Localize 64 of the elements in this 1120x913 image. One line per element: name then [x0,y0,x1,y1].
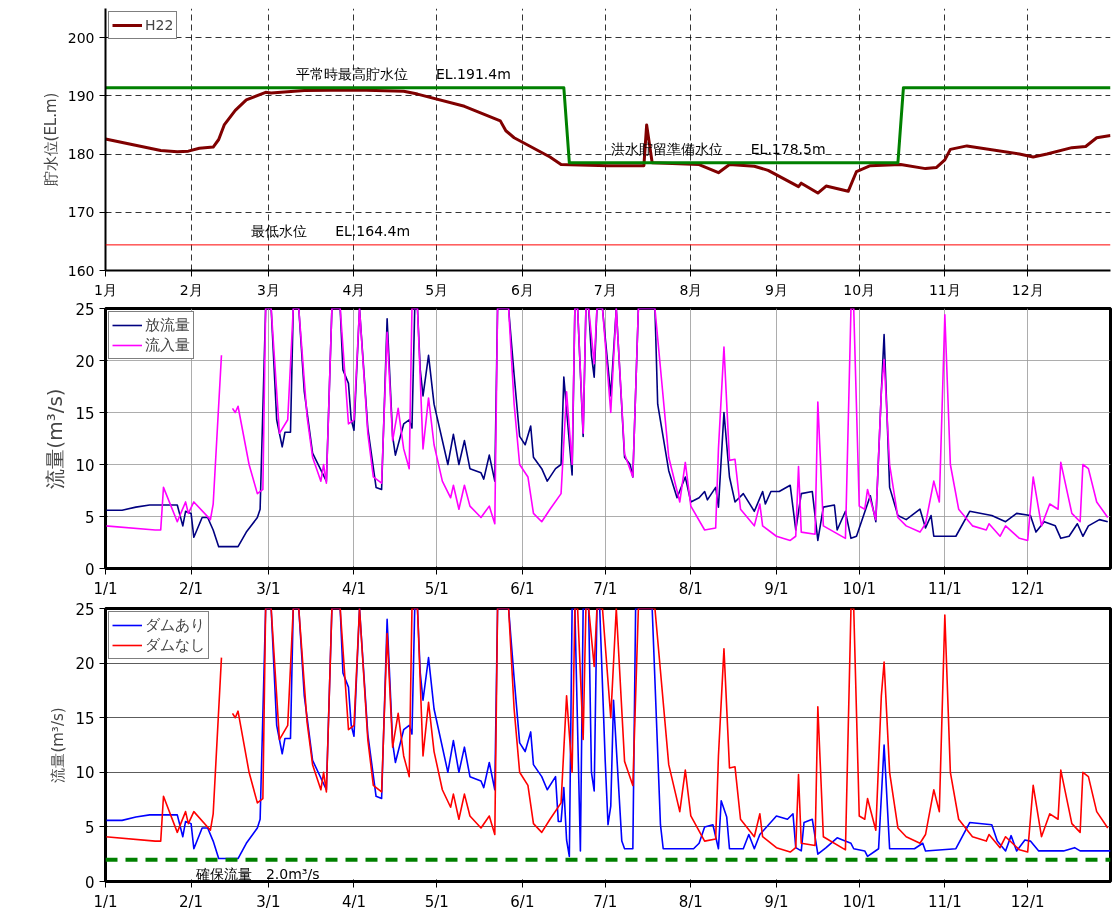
x-tick-label: 4月 [342,281,366,298]
x-tick-label: 12/1 [1010,892,1045,911]
legend-label: ダムなし [145,635,205,655]
x-tick-label: 11/1 [928,892,962,911]
x-tick-label: 3月 [256,281,280,298]
y-tick-label: 25 [75,600,95,619]
x-tick-label: 9月 [764,281,788,298]
x-tick-label: 3/1 [256,892,281,911]
x-tick-label: 12月 [1011,281,1044,298]
y-tick-label: 20 [75,352,95,371]
y-tick-label: 15 [75,709,95,728]
legend-label: 流入量 [145,335,190,355]
x-tick-label: 10/1 [842,579,877,598]
x-tick-label: 4/1 [341,579,367,598]
x-tick-label: 5月 [425,281,449,298]
x-tick-label: 11/1 [928,579,962,598]
x-tick-label: 2/1 [179,579,204,598]
annotation: 平常時最高貯水位 EL.191.4m [296,65,511,82]
y-tick-label: 10 [75,456,95,475]
x-tick-label: 8/1 [678,579,703,598]
legend-label: H22 [145,17,174,33]
x-tick-label: 3/1 [256,579,281,598]
y-tick-label: 200 [67,29,95,46]
y-tick-label: 5 [84,818,95,837]
x-tick-label: 9/1 [764,892,789,911]
legend-label: ダムあり [145,615,205,635]
y-tick-label: 15 [75,404,95,423]
x-tick-label: 2/1 [179,892,204,911]
y-tick-label: 10 [75,764,95,783]
x-tick-label: 1/1 [93,579,118,598]
y-tick-label: 190 [67,87,95,104]
x-tick-label: 1/1 [93,892,118,911]
y-axis-title: 流量(m³/s) [49,707,68,783]
x-tick-label: 7/1 [593,579,618,598]
y-tick-label: 160 [67,262,95,279]
x-tick-label: 7/1 [593,892,618,911]
x-tick-label: 9/1 [764,579,789,598]
y-tick-label: 0 [84,873,95,892]
y-tick-label: 180 [67,146,95,163]
y-tick-label: 0 [84,560,95,579]
x-tick-label: 8/1 [678,892,703,911]
x-tick-label: 11月 [928,281,961,298]
y-tick-label: 170 [67,204,95,221]
x-tick-label: 10/1 [842,892,877,911]
legend-label: 放流量 [145,315,190,335]
x-tick-label: 10月 [843,281,876,298]
x-tick-label: 7月 [593,281,617,298]
x-tick-label: 5/1 [424,579,449,598]
ref-line-label: 確保流量 2.0m³/s [194,865,320,882]
x-tick-label: 6/1 [510,892,535,911]
x-tick-label: 6月 [510,281,534,298]
ref-line-label: 最低水位 EL.164.4m [251,222,411,239]
x-tick-label: 1月 [94,281,117,298]
y-tick-label: 20 [75,655,95,674]
x-tick-label: 2月 [179,281,203,298]
x-tick-label: 12/1 [1010,579,1045,598]
y-tick-label: 25 [75,300,95,319]
x-tick-label: 5/1 [424,892,449,911]
x-tick-label: 8月 [679,281,703,298]
x-tick-label: 4/1 [341,892,367,911]
x-tick-label: 6/1 [510,579,535,598]
y-tick-label: 5 [84,508,95,527]
y-axis-title: 流量(m³/s) [43,388,68,489]
y-axis-title: 貯水位(EL.m) [41,92,60,187]
